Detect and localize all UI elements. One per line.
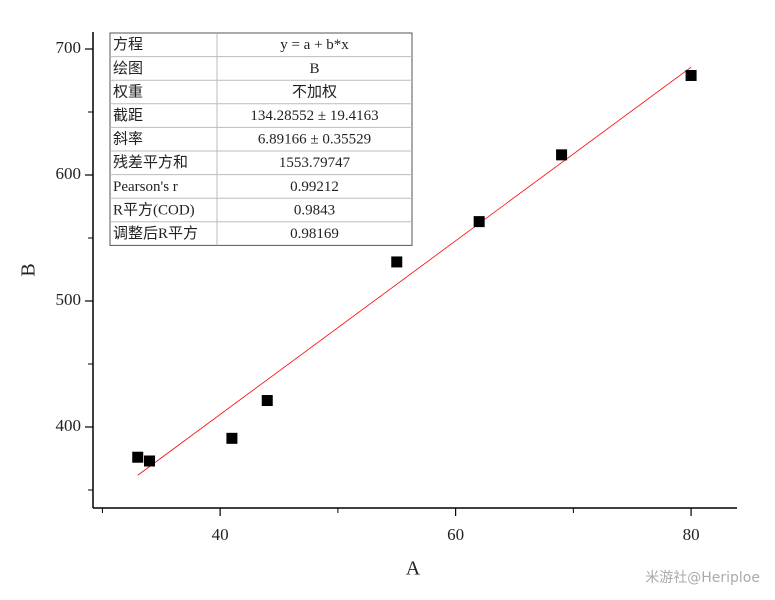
point	[473, 216, 485, 228]
table-value: B	[309, 61, 319, 77]
table-frame	[109, 32, 413, 246]
table-label: Pearson's r	[113, 179, 178, 195]
table-label: 截距	[113, 107, 143, 124]
table-label: 残差平方和	[113, 154, 188, 171]
table-label: 斜率	[113, 131, 143, 148]
table-value: 0.99212	[290, 179, 339, 195]
point	[391, 256, 403, 268]
table-label: R平方(COD)	[113, 201, 195, 218]
point	[261, 395, 273, 407]
table-value: 0.9843	[294, 202, 335, 218]
x-axis-label: A	[406, 558, 421, 580]
table-label: 绘图	[113, 60, 143, 77]
table-value: y = a + b*x	[280, 37, 349, 53]
y-tick-label: 700	[56, 38, 82, 57]
point	[226, 432, 238, 444]
table-value: 6.89166 ± 0.35529	[258, 132, 371, 148]
x-tick-label: 60	[447, 525, 464, 544]
y-tick-label: 500	[56, 290, 82, 309]
x-tick-label: 40	[212, 525, 229, 544]
table-value: 0.98169	[290, 226, 339, 242]
watermark: 米游社@Heriploe	[645, 570, 760, 586]
y-tick-label: 400	[56, 416, 82, 435]
table-label: 权重	[113, 83, 143, 100]
y-tick-label: 600	[56, 164, 82, 183]
table-label: 方程	[113, 36, 143, 53]
point	[685, 69, 697, 81]
point	[144, 455, 156, 467]
fit-line	[137, 66, 692, 476]
table-value: 不加权	[292, 83, 337, 100]
point	[556, 149, 568, 161]
point	[132, 451, 144, 463]
table-value: 134.28552 ± 19.4163	[250, 108, 378, 124]
table-label: 调整后R平方	[113, 225, 198, 242]
table-value: 1553.79747	[279, 155, 351, 171]
y-axis-label: B	[18, 263, 40, 276]
x-tick-label: 80	[683, 525, 700, 544]
